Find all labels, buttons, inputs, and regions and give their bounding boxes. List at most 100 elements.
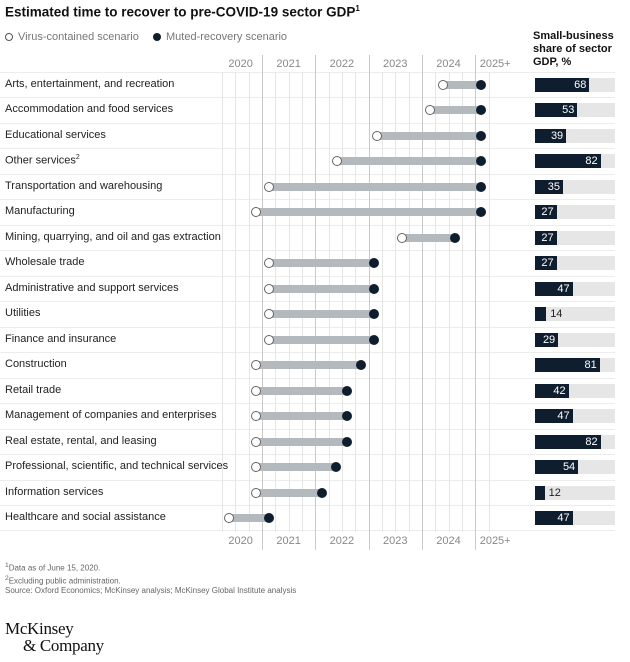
row-divider <box>0 224 615 226</box>
virus-contained-point <box>424 105 435 116</box>
recovery-range-bar <box>255 208 481 217</box>
recovery-range-bar <box>268 284 374 293</box>
virus-contained-point <box>250 462 261 473</box>
footnote-mark: 2 <box>5 574 9 582</box>
sector-name: Wholesale trade <box>5 256 85 269</box>
x-axis-tick-label: 2024 <box>436 535 461 547</box>
row-divider <box>0 301 615 303</box>
row-divider <box>0 530 615 532</box>
source-text: Source: Oxford Economics; McKinsey analy… <box>5 586 297 596</box>
quarter-gridline <box>248 72 250 532</box>
recovery-range-bar <box>255 437 348 446</box>
sector-label: Mining, quarrying, and oil and gas extra… <box>5 231 221 243</box>
sector-name: Educational services <box>5 128 106 141</box>
muted-recovery-point <box>368 334 379 345</box>
sector-name: Management of companies and enterprises <box>5 409 217 422</box>
sector-name: Retail trade <box>5 383 62 396</box>
quarter-gridline <box>435 72 437 532</box>
muted-recovery-point <box>317 487 328 498</box>
row-divider <box>0 377 615 379</box>
muted-recovery-point <box>330 462 341 473</box>
share-bar-fill <box>535 205 557 220</box>
virus-contained-point <box>250 360 261 371</box>
sector-label: Real estate, rental, and leasing <box>5 435 157 447</box>
open-circle-icon <box>5 33 13 41</box>
share-value: 35 <box>547 180 560 193</box>
quarter-gridline <box>328 72 330 532</box>
sector-name: Healthcare and social assistance <box>5 510 166 523</box>
quarter-gridline <box>395 72 397 532</box>
virus-contained-point <box>438 80 449 90</box>
header-line: Small-business <box>533 30 614 42</box>
share-value: 42 <box>553 384 566 397</box>
quarter-gridline <box>275 72 277 532</box>
share-value: 14 <box>550 308 563 321</box>
filled-circle-icon <box>153 33 161 41</box>
muted-recovery-point <box>342 436 353 447</box>
x-axis-tick-label: 2024 <box>436 58 461 70</box>
share-bar-fill <box>535 78 590 92</box>
legend-label: Virus-contained scenario <box>18 31 139 43</box>
x-axis-tick-label: 2020 <box>228 58 253 70</box>
footnote-text: Data as of June 15, 2020. <box>8 563 101 573</box>
virus-contained-point <box>250 487 261 498</box>
sector-name: Real estate, rental, and leasing <box>5 434 157 447</box>
muted-recovery-point <box>475 181 486 192</box>
row-divider <box>0 72 615 73</box>
year-divider <box>368 55 370 550</box>
share-bar-fill <box>535 128 567 143</box>
sector-name: Other services <box>5 155 76 168</box>
share-bar-fill <box>535 281 573 296</box>
share-bar-fill <box>535 230 557 245</box>
quarter-gridline <box>355 72 357 532</box>
share-value: 12 <box>548 486 561 499</box>
row-divider <box>0 148 615 150</box>
virus-contained-point <box>250 411 261 422</box>
quarter-gridline <box>301 72 303 532</box>
recovery-range-bar <box>255 463 336 472</box>
virus-contained-point <box>331 156 342 167</box>
sector-label: Healthcare and social assistance <box>5 511 166 523</box>
x-axis-tick-label: 2023 <box>382 58 408 70</box>
share-bar-fill <box>535 485 545 500</box>
muted-recovery-point <box>475 105 486 116</box>
x-axis-tick-label: 2025+ <box>479 58 511 70</box>
share-value: 47 <box>557 410 570 423</box>
footnote: 1Data as of June 15, 2020. <box>5 561 296 574</box>
recovery-range-bar <box>402 233 456 242</box>
sector-name: Accommodation and food services <box>5 103 174 116</box>
recovery-range-bar <box>268 182 481 191</box>
share-bar-track <box>535 307 615 322</box>
chart-title-text: Estimated time to recover to pre-COVID-1… <box>5 4 356 20</box>
share-bar-track <box>535 485 615 500</box>
row-divider <box>0 504 615 506</box>
muted-recovery-point <box>475 130 486 141</box>
x-axis-tick-label: 2021 <box>276 58 301 70</box>
virus-contained-point <box>250 436 261 447</box>
quarter-gridline <box>448 72 450 532</box>
x-axis-tick-label: 2023 <box>382 535 408 547</box>
sector-label: Finance and insurance <box>5 333 116 345</box>
sector-name: Mining, quarrying, and oil and gas extra… <box>5 230 221 243</box>
row-divider <box>0 454 615 456</box>
sector-label: Information services <box>5 486 103 498</box>
virus-contained-point <box>263 283 274 294</box>
sector-label: Accommodation and food services <box>5 103 173 115</box>
recovery-range-bar <box>268 259 374 268</box>
title-footnote-mark: 1 <box>355 4 360 13</box>
quarter-gridline <box>288 72 290 532</box>
footnote-mark: 2 <box>75 154 80 162</box>
quarter-gridline <box>461 72 463 532</box>
sector-label: Transportation and warehousing <box>5 180 162 192</box>
sector-name: Construction <box>5 358 67 371</box>
muted-recovery-point <box>368 283 379 294</box>
row-divider <box>0 428 615 430</box>
recovery-range-bar <box>443 81 481 89</box>
source-note: Source: Oxford Economics; McKinsey analy… <box>5 586 296 596</box>
muted-recovery-point <box>475 80 486 90</box>
sector-name: Manufacturing <box>5 205 75 218</box>
row-divider <box>0 199 615 201</box>
share-bar-fill <box>535 460 579 475</box>
year-divider <box>421 55 423 550</box>
footnote: 2Excluding public administration. <box>5 574 296 587</box>
